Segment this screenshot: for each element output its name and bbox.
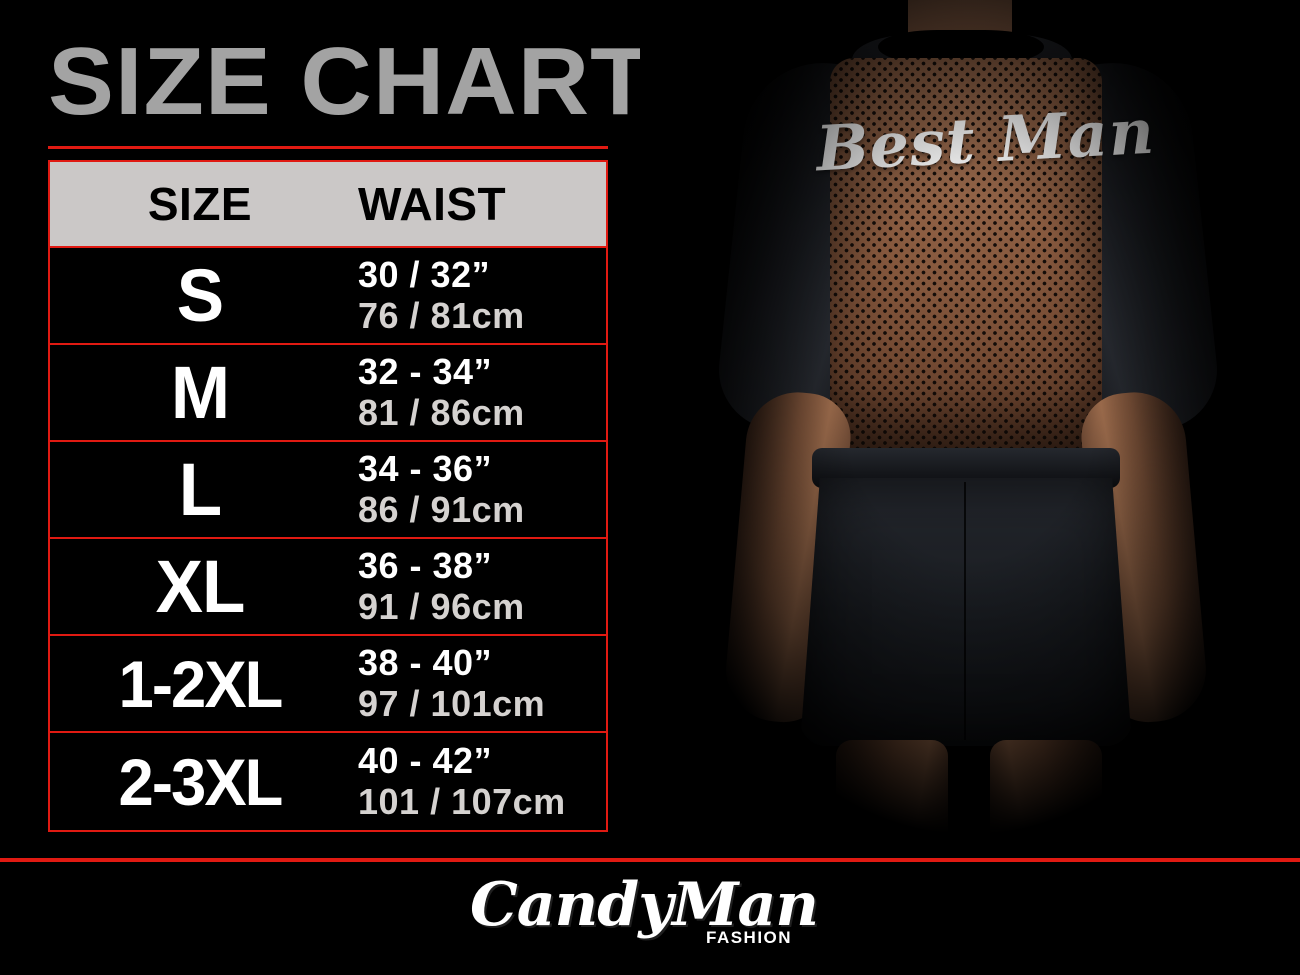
waist-inches: 40 - 42”	[358, 739, 493, 781]
brand-logo: CandyMan FASHION	[470, 872, 830, 964]
column-header-waist: WAIST	[358, 178, 507, 230]
cell-waist: 38 - 40” 97 / 101cm	[350, 641, 606, 725]
brand-tagline: FASHION	[706, 928, 793, 947]
cell-size: 1-2XL	[118, 646, 284, 721]
cell-size: L	[178, 447, 222, 531]
cell-waist: 34 - 36” 86 / 91cm	[350, 447, 606, 531]
table-header-row: SIZE WAIST	[50, 162, 606, 248]
size-chart-table: SIZE WAIST S 30 / 32” 76 / 81cm M 32 - 3…	[48, 160, 608, 832]
garment-skirt-seam	[964, 482, 966, 740]
table-row: XL 36 - 38” 91 / 96cm	[50, 539, 606, 636]
cell-size: M	[170, 350, 230, 434]
cell-waist: 36 - 38” 91 / 96cm	[350, 544, 606, 628]
waist-inches: 38 - 40”	[358, 641, 493, 683]
table-row: 2-3XL 40 - 42” 101 / 107cm	[50, 733, 606, 830]
waist-centimeters: 97 / 101cm	[358, 682, 546, 724]
waist-centimeters: 86 / 91cm	[358, 488, 525, 530]
table-row: L 34 - 36” 86 / 91cm	[50, 442, 606, 539]
title-underline-rule	[48, 146, 608, 149]
column-header-size: SIZE	[147, 178, 253, 230]
left-panel: SIZE CHART SIZE WAIST S 30 / 32” 76 / 81…	[48, 28, 652, 832]
cell-waist: 32 - 34” 81 / 86cm	[350, 350, 606, 434]
table-row: S 30 / 32” 76 / 81cm	[50, 248, 606, 345]
cell-size: 2-3XL	[118, 744, 284, 819]
footer-divider-rule	[0, 858, 1300, 862]
brand-name: CandyMan	[470, 870, 819, 940]
page-title: SIZE CHART	[48, 28, 652, 135]
waist-centimeters: 101 / 107cm	[358, 780, 566, 822]
model-leg-left	[836, 740, 948, 858]
table-row: M 32 - 34” 81 / 86cm	[50, 345, 606, 442]
cell-waist: 30 / 32” 76 / 81cm	[350, 253, 606, 337]
waist-centimeters: 81 / 86cm	[358, 391, 525, 433]
cell-size: S	[176, 253, 224, 337]
waist-centimeters: 91 / 96cm	[358, 585, 525, 627]
table-row: 1-2XL 38 - 40” 97 / 101cm	[50, 636, 606, 733]
waist-inches: 30 / 32”	[358, 253, 491, 295]
waist-inches: 36 - 38”	[358, 544, 493, 586]
product-photo: Best Man	[640, 0, 1300, 858]
garment-skirt	[800, 478, 1132, 746]
waist-inches: 34 - 36”	[358, 447, 493, 489]
model-leg-right	[990, 740, 1102, 858]
waist-centimeters: 76 / 81cm	[358, 294, 525, 336]
cell-size: XL	[155, 544, 246, 628]
cell-waist: 40 - 42” 101 / 107cm	[350, 739, 606, 823]
waist-inches: 32 - 34”	[358, 350, 493, 392]
